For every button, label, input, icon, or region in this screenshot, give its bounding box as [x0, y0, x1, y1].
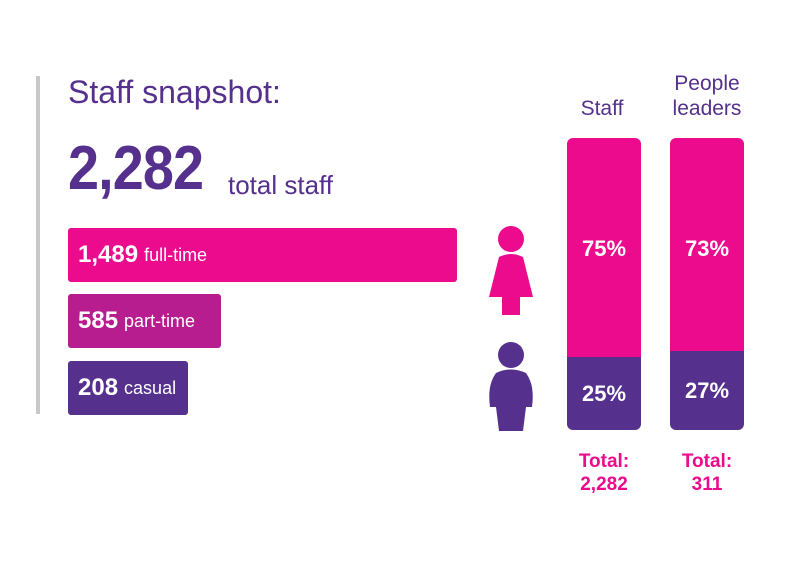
- segment-female: 75%: [567, 138, 641, 357]
- bar-full-time: 1,489 full-time: [68, 228, 457, 282]
- bar-value: 1,489: [78, 241, 139, 268]
- segment-label: 27%: [684, 377, 730, 403]
- heading-line: People: [674, 72, 740, 95]
- total-label: Total:: [681, 451, 733, 472]
- divider-rule: [36, 76, 40, 414]
- bar-casual: 208 casual: [68, 361, 188, 415]
- bar-label: casual: [124, 377, 177, 398]
- segment-female: 73%: [670, 138, 744, 352]
- segment-male: 27%: [670, 351, 744, 430]
- stacked-column-people-leaders: 73% 27%: [670, 138, 744, 430]
- stacked-column-staff: 75% 25%: [567, 138, 641, 430]
- segment-label: 25%: [581, 380, 627, 406]
- female-person-icon: [489, 226, 533, 315]
- total-value: 2,282: [580, 474, 628, 495]
- page-title: Staff snapshot:: [68, 74, 281, 110]
- bar-part-time: 585 part-time: [68, 294, 221, 348]
- male-person-icon: [489, 342, 533, 431]
- bar-label: full-time: [144, 244, 208, 265]
- total-staff-number: 2,282: [68, 134, 204, 203]
- total-people-leaders-column: Total: 311: [658, 450, 756, 496]
- column-heading-staff: Staff: [565, 96, 639, 121]
- total-staff-label: total staff: [228, 170, 334, 200]
- total-value: 311: [691, 474, 723, 495]
- bar-label: part-time: [124, 310, 196, 331]
- heading-line: leaders: [672, 97, 742, 120]
- segment-label: 73%: [684, 236, 730, 261]
- segment-male: 25%: [567, 357, 641, 430]
- total-label: Total:: [578, 451, 630, 472]
- column-heading-people-leaders: People leaders: [658, 71, 756, 121]
- bar-value: 585: [78, 307, 119, 334]
- bar-value: 208: [78, 374, 119, 401]
- total-staff-column: Total: 2,282: [555, 450, 653, 496]
- segment-label: 75%: [581, 236, 627, 261]
- heading-line: Staff: [580, 97, 624, 120]
